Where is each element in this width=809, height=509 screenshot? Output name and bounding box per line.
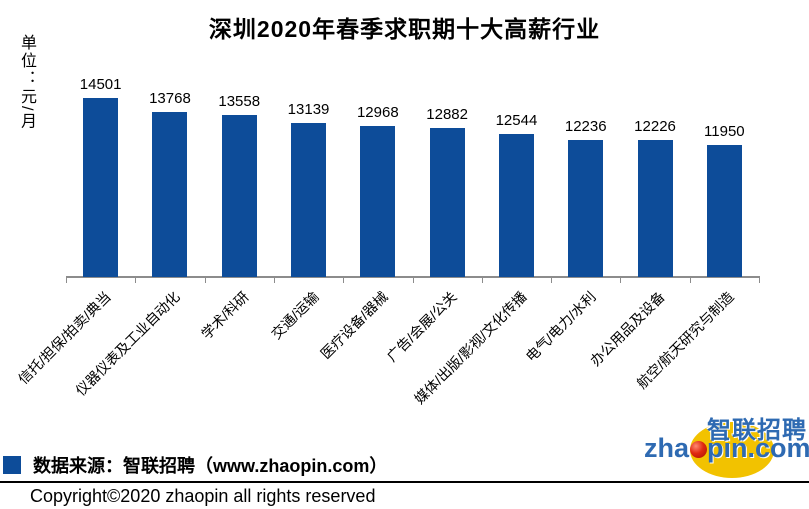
bar-value-label: 12544 [495,112,538,129]
bar-value-label: 13768 [149,90,191,107]
x-axis-tick [620,277,622,283]
legend-color-swatch [3,456,21,474]
x-axis-tick [204,277,206,283]
bar-value-label: 14501 [79,76,122,93]
bar-value-label: 13558 [218,93,261,110]
zhaopin-logo: 智联招聘 zha pin.com [640,404,809,480]
x-axis-tick [759,277,760,283]
chart-title: 深圳2020年春季求职期十大高薪行业 [208,16,601,42]
x-axis-tick [481,277,483,283]
bar [637,140,673,277]
bar-value-label: 12226 [634,118,676,135]
logo-red-dot-icon [690,441,708,458]
copyright-text: Copyright©2020 zhaopin all rights reserv… [30,486,376,506]
logo-chinese-text: 智联招聘 [707,417,807,444]
legend-label: 数据来源：智联招聘（www.zhaopin.com） [33,456,388,476]
bar [152,112,188,277]
bar-value-label: 13139 [287,101,330,118]
bar [83,98,119,277]
bar-value-label: 12236 [564,118,607,135]
bar-value-label: 12882 [426,106,468,123]
bar [360,126,396,277]
x-axis-tick [551,277,553,283]
bar-value-label: 11950 [704,123,745,140]
x-axis-tick [135,277,137,283]
legend: 数据来源：智联招聘（www.zhaopin.com） [3,452,387,478]
y-axis-unit-label: 单位：元/月 [18,34,35,131]
x-axis-tick [412,277,414,283]
logo-domain-suffix: pin.com [707,433,809,463]
bar [499,134,534,277]
logo-domain-prefix: zha [644,433,690,463]
footer-divider [0,481,809,483]
bar [429,128,465,277]
bar [568,140,604,277]
x-axis-tick [273,277,275,283]
bar [221,115,257,277]
bar [291,123,326,277]
x-axis-tick [343,277,345,283]
logo-domain-text: zha pin.com [644,433,809,464]
bar-value-label: 12968 [356,104,399,121]
bar [706,145,742,277]
x-axis-tick [66,277,67,283]
x-axis-tick [689,277,691,283]
